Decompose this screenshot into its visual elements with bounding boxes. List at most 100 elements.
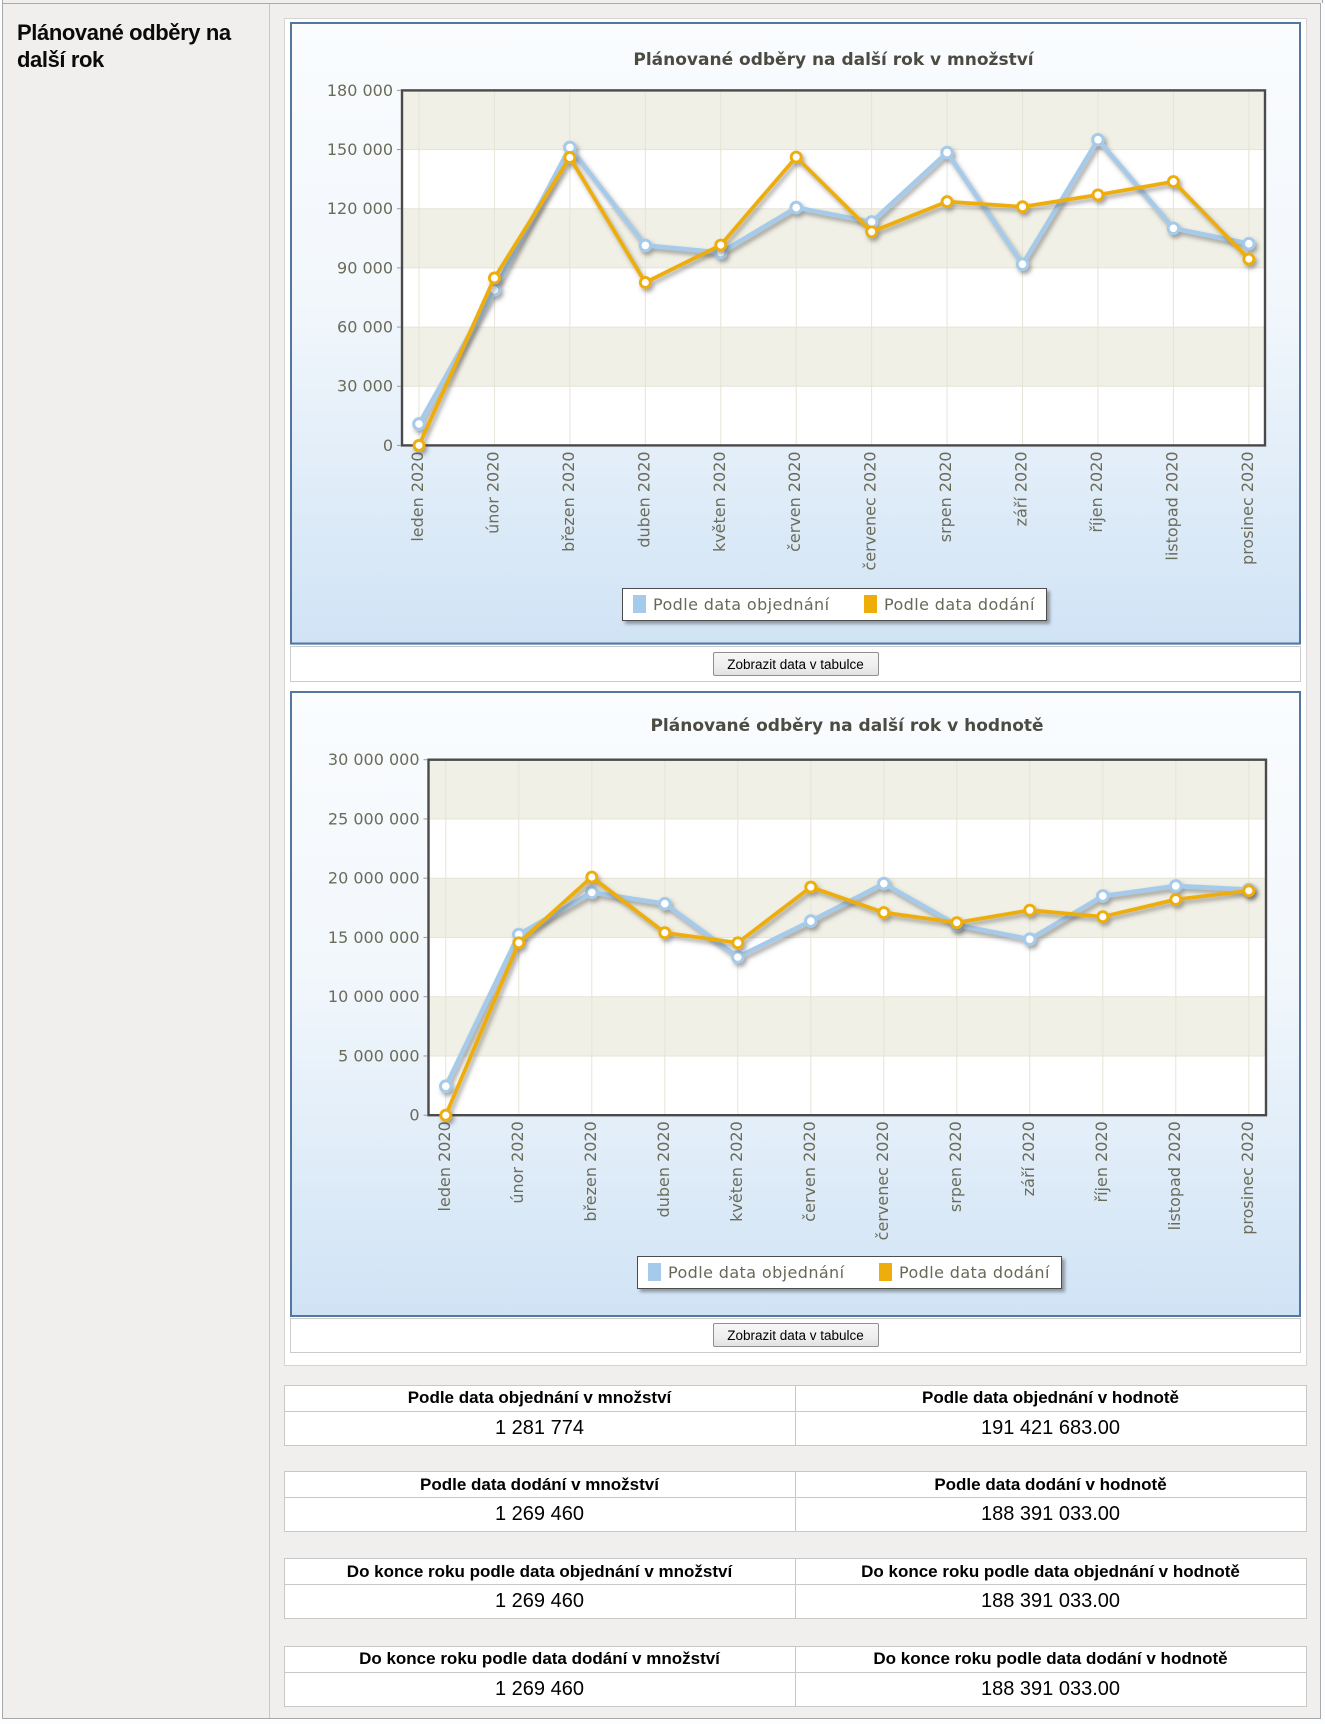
legend-label: Podle data objednání bbox=[653, 594, 830, 614]
data-point-marker bbox=[412, 438, 426, 452]
data-point-marker bbox=[877, 905, 891, 919]
legend-swatch-icon bbox=[879, 1263, 892, 1281]
x-tick-label: květen 2020 bbox=[727, 1121, 746, 1222]
table-header-cell: Do konce roku podle data dodání v množst… bbox=[283, 1645, 796, 1673]
series-line bbox=[444, 874, 1250, 1116]
table-body: Podle data dodání v množství Podle data … bbox=[283, 1471, 1307, 1532]
x-tick-label: listopad 2020 bbox=[1165, 1121, 1184, 1230]
legend-swatch-icon bbox=[648, 1263, 661, 1281]
x-tick-label: duben 2020 bbox=[634, 451, 653, 547]
legend-entry: Podle data dodání bbox=[864, 589, 1035, 620]
table-header-cell: Do konce roku podle data objednání v mno… bbox=[283, 1558, 796, 1585]
chart-legend: Podle data objednání Podle data dodání bbox=[637, 1255, 1062, 1289]
y-tick-label: 30 000 000 bbox=[328, 750, 420, 769]
data-point-marker bbox=[1015, 257, 1030, 271]
data-point-marker bbox=[1023, 903, 1037, 917]
x-tick-label: leden 2020 bbox=[408, 451, 427, 541]
data-point-marker bbox=[877, 876, 891, 890]
table-row: Do konce roku podle data dodání v množst… bbox=[283, 1645, 1307, 1673]
x-tick-label: květen 2020 bbox=[710, 451, 729, 552]
y-tick-label: 60 000 bbox=[337, 318, 393, 337]
chart-title: Plánované odběry na další rok v množství bbox=[633, 50, 1034, 70]
table-row: 1 269 460 188 391 033.00 bbox=[283, 1497, 1307, 1532]
y-tick-label: 20 000 000 bbox=[328, 868, 420, 887]
plot-band bbox=[428, 996, 1266, 1056]
data-point-marker bbox=[439, 1078, 453, 1093]
series-line bbox=[443, 880, 1249, 1087]
charts-wrapper: 0 30 000 60 000 90 000 120 000 150 000 180 000… bbox=[283, 17, 1307, 1366]
table-row: 1 269 460 188 391 033.00 bbox=[283, 1584, 1307, 1619]
data-point-marker bbox=[563, 151, 577, 164]
data-point-marker bbox=[638, 276, 652, 289]
x-tick-label: leden 2020 bbox=[435, 1121, 454, 1211]
series-order bbox=[412, 132, 1256, 431]
legend-entry: Podle data objednání bbox=[633, 589, 829, 620]
data-point-marker bbox=[1166, 175, 1180, 189]
data-point-marker bbox=[804, 913, 818, 928]
legend-entry: Podle data objednání bbox=[648, 1257, 844, 1288]
x-tick-label: únor 2020 bbox=[483, 451, 502, 533]
table-header-cell: Do konce roku podle data objednání v hod… bbox=[794, 1558, 1307, 1585]
plot-band bbox=[402, 90, 1265, 150]
chart-plot-svg: 0 30 000 60 000 90 000 120 000 150 000 180 000… bbox=[290, 22, 1301, 645]
x-tick-label: červen 2020 bbox=[785, 451, 804, 551]
data-point-marker bbox=[1242, 252, 1256, 266]
table-value-cell: 1 269 460 bbox=[283, 1671, 796, 1707]
table-header-cell: Podle data objednání v množství bbox=[283, 1384, 796, 1412]
data-point-marker bbox=[950, 915, 964, 929]
table-row: 1 269 460 188 391 033.00 bbox=[283, 1671, 1307, 1707]
table-value-cell: 188 391 033.00 bbox=[794, 1497, 1307, 1532]
data-point-marker bbox=[412, 417, 426, 431]
data-point-marker bbox=[1242, 883, 1256, 897]
data-point-marker bbox=[585, 885, 599, 899]
plot-band bbox=[402, 208, 1265, 268]
summary-table-order-eoy: Do konce roku podle data objednání v mno… bbox=[283, 1558, 1307, 1619]
data-point-marker bbox=[1169, 892, 1183, 906]
x-tick-label: červen 2020 bbox=[800, 1121, 819, 1221]
x-tick-label: říjen 2020 bbox=[1087, 451, 1106, 532]
table-value-cell: 1 281 774 bbox=[283, 1410, 796, 1446]
y-tick-label: 120 000 bbox=[327, 199, 393, 218]
data-point-marker bbox=[512, 935, 526, 949]
data-point-marker bbox=[1096, 888, 1110, 903]
y-tick-label: 90 000 bbox=[337, 258, 393, 277]
data-point-marker bbox=[1023, 931, 1037, 946]
data-point-marker bbox=[1016, 200, 1029, 214]
x-tick-label: červenec 2020 bbox=[861, 451, 880, 570]
show-table-button-value[interactable]: Zobrazit data v tabulce bbox=[712, 1323, 879, 1348]
legend-swatch-icon bbox=[864, 595, 877, 614]
x-tick-label: prosinec 2020 bbox=[1238, 1121, 1257, 1235]
table-value-cell: 1 269 460 bbox=[283, 1584, 796, 1619]
table-header-cell: Podle data dodání v hodnotě bbox=[794, 1471, 1307, 1498]
x-tick-label: duben 2020 bbox=[654, 1121, 673, 1217]
series-line bbox=[417, 155, 1251, 447]
x-tick-label: prosinec 2020 bbox=[1238, 451, 1257, 565]
data-point-marker bbox=[789, 150, 803, 164]
summary-table-delivery-eoy: Do konce roku podle data dodání v množst… bbox=[283, 1645, 1307, 1707]
table-body: Podle data objednání v množství Podle da… bbox=[283, 1384, 1307, 1446]
data-point-marker bbox=[940, 145, 954, 160]
plot-border bbox=[400, 89, 1267, 447]
chart-value: 0 5 000 000 10 000 000 15 000 000 20 000 000… bbox=[290, 690, 1301, 1317]
y-tick-label: 0 bbox=[409, 1105, 419, 1124]
table-value-cell: 188 391 033.00 bbox=[794, 1584, 1307, 1619]
table-header-cell: Podle data dodání v množství bbox=[283, 1471, 796, 1498]
legend-label: Podle data dodání bbox=[899, 1262, 1050, 1282]
data-point-marker bbox=[487, 271, 501, 285]
summary-table-order: Podle data objednání v množství Podle da… bbox=[283, 1384, 1307, 1446]
series-order bbox=[439, 876, 1256, 1093]
data-point-marker bbox=[865, 225, 879, 239]
legend-label: Podle data objednání bbox=[668, 1262, 845, 1282]
table-value-cell: 1 269 460 bbox=[283, 1497, 796, 1532]
table-value-cell: 188 391 033.00 bbox=[794, 1671, 1307, 1707]
series-delivery bbox=[439, 870, 1256, 1122]
data-point-marker bbox=[1091, 132, 1105, 147]
y-tick-label: 15 000 000 bbox=[328, 927, 420, 946]
chart-quantity-toolbar: Zobrazit data v tabulce bbox=[290, 646, 1301, 682]
plot-band bbox=[402, 327, 1265, 387]
table-body: Do konce roku podle data dodání v množst… bbox=[283, 1645, 1307, 1707]
table-row: Podle data objednání v množství Podle da… bbox=[283, 1384, 1307, 1412]
data-point-marker bbox=[804, 880, 818, 894]
show-table-button-quantity[interactable]: Zobrazit data v tabulce bbox=[712, 652, 879, 676]
data-point-marker bbox=[731, 935, 745, 949]
